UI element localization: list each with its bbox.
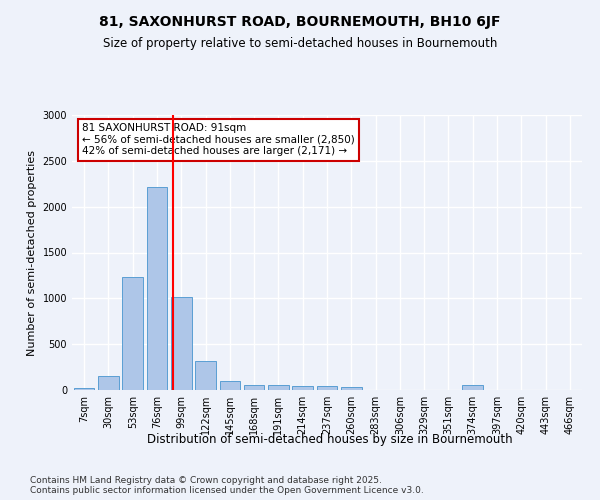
Bar bbox=[317, 386, 337, 390]
Text: 81, SAXONHURST ROAD, BOURNEMOUTH, BH10 6JF: 81, SAXONHURST ROAD, BOURNEMOUTH, BH10 6… bbox=[99, 15, 501, 29]
Bar bbox=[146, 186, 167, 390]
Bar bbox=[98, 376, 119, 390]
Text: Distribution of semi-detached houses by size in Bournemouth: Distribution of semi-detached houses by … bbox=[147, 432, 513, 446]
Bar bbox=[292, 386, 313, 390]
Bar bbox=[171, 296, 191, 390]
Bar bbox=[122, 277, 143, 390]
Text: Contains HM Land Registry data © Crown copyright and database right 2025.
Contai: Contains HM Land Registry data © Crown c… bbox=[30, 476, 424, 495]
Bar bbox=[341, 387, 362, 390]
Bar bbox=[195, 360, 216, 390]
Y-axis label: Number of semi-detached properties: Number of semi-detached properties bbox=[27, 150, 37, 356]
Bar bbox=[463, 386, 483, 390]
Bar bbox=[244, 384, 265, 390]
Bar bbox=[220, 381, 240, 390]
Text: 81 SAXONHURST ROAD: 91sqm
← 56% of semi-detached houses are smaller (2,850)
42% : 81 SAXONHURST ROAD: 91sqm ← 56% of semi-… bbox=[82, 123, 355, 156]
Text: Size of property relative to semi-detached houses in Bournemouth: Size of property relative to semi-detach… bbox=[103, 38, 497, 51]
Bar bbox=[268, 385, 289, 390]
Bar bbox=[74, 388, 94, 390]
